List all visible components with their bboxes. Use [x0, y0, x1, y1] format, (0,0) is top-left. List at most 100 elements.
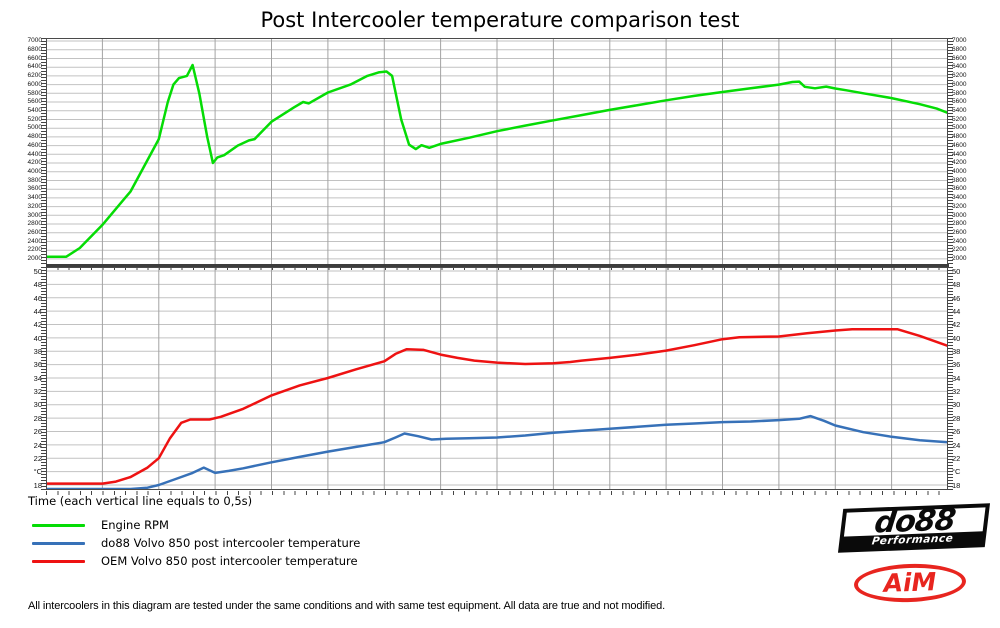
tick-label: 38 — [33, 347, 42, 356]
tick-label: 6000 — [952, 80, 967, 88]
axis-minor-ticks-left — [41, 267, 46, 490]
tick-label: 28 — [952, 413, 961, 423]
tick-label: 5600 — [27, 98, 42, 106]
tick-label: 18 — [952, 480, 961, 490]
axis-minor-ticks-right — [948, 38, 953, 265]
tick-label: 3200 — [952, 202, 967, 210]
tick-label: 7000 — [952, 37, 967, 45]
tick-label: 22 — [952, 453, 961, 463]
tick-label: °C — [33, 467, 42, 477]
tick-label: 5000 — [27, 124, 42, 132]
tick-label: 30 — [33, 400, 42, 410]
tick-label: 3800 — [27, 176, 42, 184]
legend-item-do88-temp: do88 Volvo 850 post intercooler temperat… — [32, 534, 360, 552]
tick-label: 2400 — [952, 237, 967, 245]
legend-item-engine-rpm: Engine RPM — [32, 516, 360, 534]
tick-label: 24 — [33, 440, 42, 450]
plot-top — [46, 38, 948, 265]
tick-label: 48 — [33, 280, 42, 290]
tick-label: 50 — [33, 266, 42, 276]
series-line — [46, 327, 948, 485]
tick-label: 26 — [952, 427, 961, 437]
tick-label: 3000 — [952, 211, 967, 219]
tick-label: 50 — [952, 266, 961, 276]
tick-label: 28 — [33, 413, 42, 423]
tick-label: 5200 — [952, 115, 967, 123]
tick-label: 36 — [952, 360, 961, 370]
tick-label: °C — [952, 467, 961, 477]
tick-label: 6000 — [27, 80, 42, 88]
tick-label: 5400 — [952, 107, 967, 114]
tick-label: 2800 — [952, 220, 967, 228]
tick-label: 3400 — [952, 194, 967, 202]
tick-label: 3800 — [952, 176, 967, 184]
aim-logo: AiM — [853, 562, 967, 604]
axis-minor-ticks-left — [41, 38, 46, 265]
tick-label: 4200 — [952, 159, 967, 167]
time-axis-minor-ticks — [46, 491, 948, 495]
tick-label: 32 — [952, 387, 961, 397]
tick-label: 6400 — [27, 63, 42, 71]
legend: Engine RPM do88 Volvo 850 post intercool… — [32, 516, 360, 570]
tick-label: 6200 — [27, 72, 42, 80]
page-title: Post Intercooler temperature comparison … — [260, 8, 740, 32]
tick-label: 3200 — [27, 202, 42, 210]
tick-label: 4600 — [27, 141, 42, 149]
tick-label: 2600 — [27, 229, 42, 236]
tick-label: 2800 — [27, 220, 42, 228]
tick-label: 2000 — [27, 255, 42, 263]
tick-label: 4000 — [952, 168, 967, 175]
legend-label: do88 Volvo 850 post intercooler temperat… — [101, 536, 361, 550]
tick-label: 30 — [952, 400, 961, 410]
tick-label: 48 — [952, 280, 961, 290]
tick-label: 6600 — [952, 54, 967, 62]
y-axis-labels-left-bottom: 50 48 46 44 42 40 38 36 34 32 30 28 26 24 22 °C 18 — [0, 267, 44, 490]
tick-label: 4400 — [27, 150, 42, 158]
tick-label: 42 — [33, 320, 42, 330]
series-line — [46, 63, 948, 258]
y-axis-labels-right-bottom: 50 48 46 44 42 40 38 36 34 32 30 28 26 24 22 °C 18 — [950, 267, 998, 490]
tick-label: 2000 — [952, 255, 967, 263]
x-axis-note: Time (each vertical line equals to 0,5s) — [28, 494, 253, 508]
axis-minor-ticks-right — [948, 267, 953, 490]
legend-line-blue — [32, 541, 85, 545]
tick-label: 24 — [952, 440, 961, 450]
tick-label: 3400 — [27, 194, 42, 202]
tick-label: 38 — [952, 347, 961, 356]
tick-label: 22 — [33, 453, 42, 463]
tick-label: 34 — [33, 373, 42, 383]
tick-label: 7000 — [27, 37, 42, 45]
tick-label: 6600 — [27, 54, 42, 62]
tick-label: 4600 — [952, 141, 967, 149]
legend-line-green — [32, 523, 85, 527]
tick-label: 4800 — [952, 133, 967, 141]
tick-label: 44 — [952, 306, 961, 316]
tick-label: 6800 — [952, 46, 967, 53]
tick-label: 2200 — [952, 246, 967, 254]
tick-label: 5800 — [952, 89, 967, 97]
tick-label: 26 — [33, 427, 42, 437]
tick-label: 3600 — [952, 185, 967, 193]
legend-label: Engine RPM — [101, 518, 169, 532]
footnote: All intercoolers in this diagram are tes… — [28, 600, 666, 612]
tick-label: 40 — [33, 333, 42, 343]
tick-label: 5800 — [27, 89, 42, 97]
pane-separator — [46, 264, 949, 267]
tick-label: 46 — [952, 293, 961, 303]
tick-label: 4800 — [27, 133, 42, 141]
aim-logo-text: AiM — [883, 566, 937, 598]
tick-label: 6800 — [27, 46, 42, 53]
tick-label: 6400 — [952, 63, 967, 71]
tick-label: 3000 — [27, 211, 42, 219]
tick-label: 40 — [952, 333, 961, 343]
tick-label: 5600 — [952, 98, 967, 106]
tick-label: 4000 — [27, 168, 42, 175]
tick-label: 2600 — [952, 229, 967, 236]
tick-label: 2400 — [27, 237, 42, 245]
legend-label: OEM Volvo 850 post intercooler temperatu… — [101, 554, 358, 568]
series-line — [46, 414, 948, 490]
tick-label: 4400 — [952, 150, 967, 158]
tick-label: 36 — [33, 360, 42, 370]
tick-label: 3600 — [27, 185, 42, 193]
tick-label: 46 — [33, 293, 42, 303]
